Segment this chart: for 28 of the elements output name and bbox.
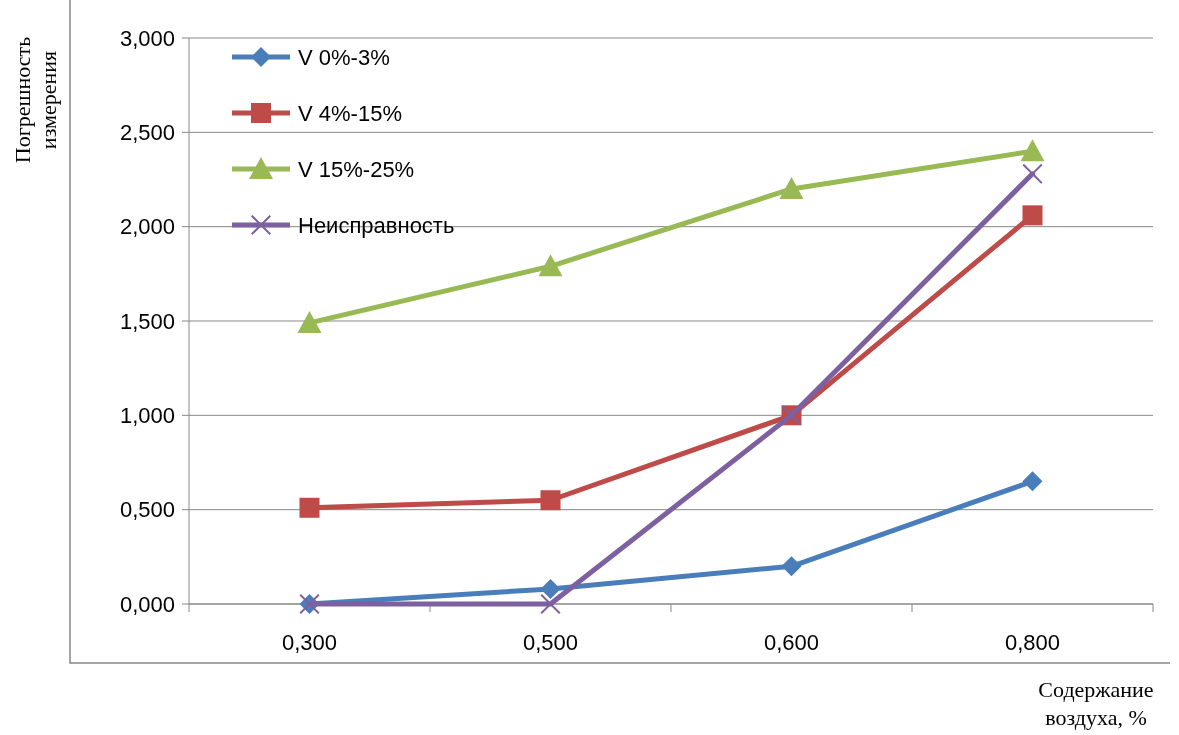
point: [1022, 205, 1043, 226]
point: [538, 254, 563, 277]
point: [1020, 139, 1045, 162]
y-tick-label: 2,000: [119, 214, 175, 240]
x-tick-label: 0,300: [281, 630, 338, 655]
point: [1022, 163, 1043, 184]
point: [1022, 471, 1043, 492]
x-tick-label: 0,800: [1004, 630, 1061, 655]
y-tick-label: 0,000: [119, 591, 175, 617]
point: [781, 556, 802, 577]
y-tick-label: 0,500: [119, 497, 175, 523]
y-axis-title: Погрешность измерения: [10, 36, 61, 164]
y-tick-label: 3,000: [119, 25, 175, 51]
legend-label: Неисправность: [298, 212, 455, 238]
y-tick-label: 2,500: [119, 120, 175, 146]
y-tick-label: 1,000: [119, 403, 175, 429]
legend-label: V 4%-15%: [298, 100, 402, 126]
point: [297, 310, 322, 333]
legend-label: V 0%-3%: [298, 44, 390, 70]
x-axis-title: Содержание воздуха, %: [1038, 677, 1154, 730]
x-tick-label: 0,500: [522, 630, 579, 655]
x-tick-label: 0,600: [763, 630, 820, 655]
legend-label: V 15%-25%: [298, 156, 415, 182]
point: [540, 490, 561, 511]
point: [540, 578, 561, 599]
point: [779, 176, 804, 199]
y-tick-label: 1,500: [119, 308, 175, 334]
point: [299, 497, 320, 518]
